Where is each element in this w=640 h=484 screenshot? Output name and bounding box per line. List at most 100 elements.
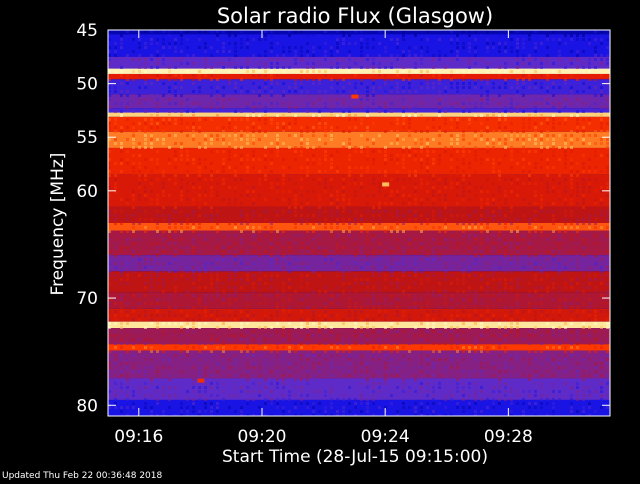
spectrogram-cell <box>510 286 513 289</box>
spectrogram-cell <box>138 162 141 165</box>
spectrogram-cell <box>156 230 159 233</box>
spectrogram-cell <box>564 270 567 273</box>
spectrogram-cell <box>168 238 171 241</box>
spectrogram-cell <box>234 226 237 229</box>
spectrogram-cell <box>390 326 393 329</box>
spectrogram-cell <box>480 314 483 317</box>
spectrogram-cell <box>300 206 303 209</box>
spectrogram-cell <box>516 354 519 357</box>
spectrogram-cell <box>504 198 507 201</box>
spectrogram-cell <box>198 130 201 133</box>
spectrogram-cell <box>150 98 153 101</box>
spectrogram-cell <box>198 410 201 413</box>
spectrogram-cell <box>588 142 591 145</box>
spectrogram-cell <box>420 86 423 89</box>
spectrogram-cell <box>312 410 315 413</box>
spectrogram-cell <box>180 230 183 233</box>
spectrogram-cell <box>402 114 405 117</box>
spectrogram-cell <box>210 46 213 49</box>
spectrogram-cell <box>192 270 195 273</box>
spectrogram-cell <box>372 150 375 153</box>
spectrogram-cell <box>414 130 417 133</box>
spectrogram-cell <box>312 322 315 325</box>
spectrogram-cell <box>396 310 399 313</box>
spectrogram-cell <box>570 58 573 61</box>
spectrogram-cell <box>402 250 405 253</box>
spectrogram-cell <box>162 206 165 209</box>
spectrogram-cell <box>576 162 579 165</box>
spectrogram-cell <box>216 270 219 273</box>
spectrogram-cell <box>312 78 315 81</box>
spectrogram-cell <box>276 150 279 153</box>
spectrogram-cell <box>396 162 399 165</box>
spectrogram-cell <box>168 102 171 105</box>
spectrogram-cell <box>354 30 357 33</box>
spectrogram-cell <box>354 370 357 373</box>
spectrogram-cell <box>600 374 603 377</box>
spectrogram-cell <box>516 278 519 281</box>
spectrogram-cell <box>132 366 135 369</box>
spectrogram-cell <box>444 66 447 69</box>
spectrogram-cell <box>186 134 189 137</box>
spectrogram-cell <box>156 366 159 369</box>
spectrogram-cell <box>558 238 561 241</box>
spectrogram-cell <box>348 298 351 301</box>
spectrogram-cell <box>450 158 453 161</box>
spectrogram-cell <box>108 98 111 101</box>
spectrogram-cell <box>246 298 249 301</box>
spectrogram-cell <box>432 410 435 413</box>
spectrogram-cell <box>582 398 585 401</box>
spectrogram-cell <box>582 330 585 333</box>
spectrogram-cell <box>258 114 261 117</box>
spectrogram-cell <box>282 386 285 389</box>
spectrogram-cell <box>222 198 225 201</box>
spectrogram-cell <box>330 258 333 261</box>
spectrogram-cell <box>282 46 285 49</box>
spectrogram-cell <box>366 58 369 61</box>
spectrogram-cell <box>588 386 591 389</box>
spectrogram-cell <box>564 214 567 217</box>
spectrogram-cell <box>576 258 579 261</box>
spectrogram-cell <box>342 406 345 409</box>
spectrogram-cell <box>204 382 207 385</box>
spectrogram-cell <box>210 406 213 409</box>
spectrogram-cell <box>462 74 465 77</box>
spectrogram-cell <box>222 106 225 109</box>
spectrogram-cell <box>168 162 171 165</box>
spectrogram-cell <box>330 214 333 217</box>
spectrogram-cell <box>522 82 525 85</box>
spectrogram-cell <box>420 246 423 249</box>
spectrogram-cell <box>174 82 177 85</box>
spectrogram-cell <box>216 246 219 249</box>
spectrogram-cell <box>114 322 117 325</box>
spectrogram-cell <box>228 94 231 97</box>
spectrogram-cell <box>522 214 525 217</box>
spectrogram-cell <box>300 338 303 341</box>
spectrogram-cell <box>426 206 429 209</box>
spectrogram-cell <box>258 246 261 249</box>
spectrogram-cell <box>300 50 303 53</box>
spectrogram-cell <box>516 94 519 97</box>
spectrogram-cell <box>402 382 405 385</box>
spectrogram-cell <box>186 38 189 41</box>
spectrogram-cell <box>492 290 495 293</box>
spectrogram-cell <box>552 218 555 221</box>
spectrogram-cell <box>174 414 177 416</box>
spectrogram-cell <box>492 314 495 317</box>
spectrogram-cell <box>432 358 435 361</box>
spectrogram-cell <box>336 66 339 69</box>
spectrogram-cell <box>546 314 549 317</box>
spectrogram-cell <box>480 130 483 133</box>
frequency-band <box>108 206 610 223</box>
spectrogram-cell <box>450 174 453 177</box>
spectrogram-cell <box>408 126 411 129</box>
spectrogram-cell <box>378 346 381 349</box>
spectrogram-cell <box>138 206 141 209</box>
spectrogram-cell <box>420 62 423 65</box>
spectrogram-cell <box>372 90 375 93</box>
spectrogram-cell <box>192 90 195 93</box>
spectrogram-cell <box>558 74 561 77</box>
spectrogram-cell <box>150 174 153 177</box>
spectrogram-cell <box>420 182 423 185</box>
spectrogram-cell <box>402 362 405 365</box>
